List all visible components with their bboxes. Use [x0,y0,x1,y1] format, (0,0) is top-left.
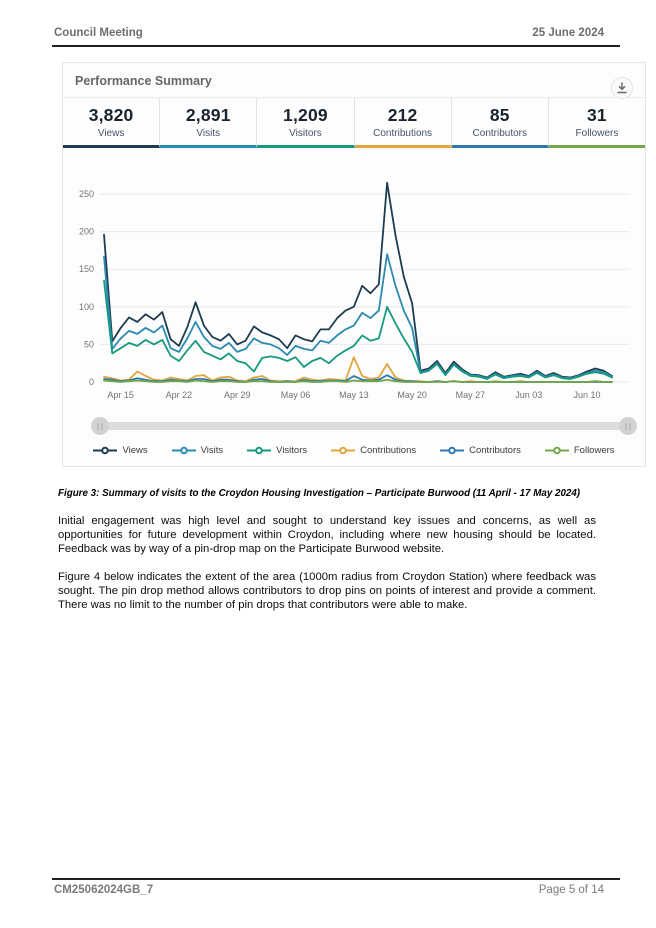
stat-views[interactable]: 3,820 Views [63,98,161,148]
x-axis-tick-may-06: May 06 [281,390,311,400]
y-axis-tick-150: 150 [79,264,94,274]
legend-item-contributions[interactable]: Contributions [331,445,416,456]
legend-marker-visitors-icon [247,446,272,455]
x-axis-tick-apr-15: Apr 15 [107,390,134,400]
x-axis-tick-apr-22: Apr 22 [166,390,193,400]
legend-label: Visitors [276,445,308,456]
y-axis-tick-250: 250 [79,189,94,199]
legend-item-followers[interactable]: Followers [544,445,615,456]
footer-divider [52,878,620,880]
document-header: Council Meeting 25 June 2024 [54,27,604,39]
stats-row: 3,820 Views 2,891 Visits 1,209 Visitors 212 Con… [63,97,646,148]
x-axis-tick-jun-03: Jun 03 [515,390,542,400]
legend-label: Followers [573,445,615,456]
stat-value: 3,820 [88,105,134,125]
panel-title: Performance Summary [75,74,212,88]
stat-label: Views [97,128,125,139]
x-axis-tick-may-20: May 20 [397,390,427,400]
slider-track[interactable] [101,422,627,430]
footer-reference: CM25062024GB_7 [54,884,154,896]
panel-titlebar: Performance Summary [63,63,645,99]
y-axis-tick-50: 50 [84,339,94,349]
x-axis-tick-apr-29: Apr 29 [224,390,251,400]
legend-item-visitors[interactable]: Visitors [247,445,307,456]
body-paragraph-2: Figure 4 below indicates the extent of t… [58,571,596,612]
legend-marker-visits-icon [171,446,196,455]
performance-summary-panel: Performance Summary 3,820 Views 2,891 Visit… [62,62,646,467]
date-range-slider [91,417,637,435]
stat-label: Visits [196,128,221,139]
engagement-line-chart: 0 50 100 150 200 250 Apr 15 Apr 22 Apr 29 May 06 M… [79,181,630,400]
stat-contributors[interactable]: 85 Contributors [451,98,549,148]
footer-page-number: Page 5 of 14 [538,884,604,896]
stat-label: Contributors [472,128,527,139]
y-axis-tick-100: 100 [79,302,94,312]
stat-label: Followers [575,128,619,139]
series-line-followers [103,378,613,383]
figure-caption: Figure 3: Summary of visits to the Croyd… [58,488,581,499]
body-paragraph-1: Initial engagement was high level and so… [58,515,596,556]
legend-label: Visits [200,445,224,456]
slider-handle-left[interactable] [91,417,109,435]
stat-value: 212 [387,105,418,125]
legend-label: Views [122,445,148,456]
legend-item-contributors[interactable]: Contributors [440,445,521,456]
x-axis-tick-may-13: May 13 [339,390,369,400]
legend-item-visits[interactable]: Visits [171,445,224,456]
document-footer: CM25062024GB_7 Page 5 of 14 [54,884,604,896]
stat-visits[interactable]: 2,891 Visits [160,98,258,148]
stat-label: Visitors [289,128,322,139]
stat-contributions[interactable]: 212 Contributions [354,98,452,148]
stat-label: Contributions [373,128,433,139]
legend-item-views[interactable]: Views [93,445,148,456]
stat-followers[interactable]: 31 Followers [548,98,646,148]
stat-value: 31 [587,105,607,125]
legend-marker-followers-icon [544,446,569,455]
stat-value: 1,209 [283,105,328,125]
chart-legend: Views Visits Visitors Contributions Contribu… [63,445,645,458]
download-icon [617,82,627,94]
stat-visitors[interactable]: 1,209 Visitors [257,98,355,148]
legend-label: Contributors [469,445,521,456]
y-axis-tick-0: 0 [89,377,94,387]
header-date: 25 June 2024 [532,27,604,39]
y-axis-tick-200: 200 [79,227,94,237]
x-axis-tick-may-27: May 27 [456,390,486,400]
header-title: Council Meeting [54,27,143,39]
legend-marker-contributions-icon [331,446,356,455]
slider-handle-right[interactable] [619,417,637,435]
x-axis-tick-jun-10: Jun 10 [574,390,601,400]
stat-value: 2,891 [185,105,231,125]
chart-area: 0 50 100 150 200 250 Apr 15 Apr 22 Apr 29 May 06 M… [63,148,645,411]
legend-label: Contributions [360,445,417,456]
legend-marker-views-icon [93,446,118,455]
legend-marker-contributors-icon [440,446,465,455]
download-button[interactable] [611,77,633,99]
stat-value: 85 [489,105,510,125]
series-line-visitors [103,279,613,380]
header-divider [52,45,620,47]
